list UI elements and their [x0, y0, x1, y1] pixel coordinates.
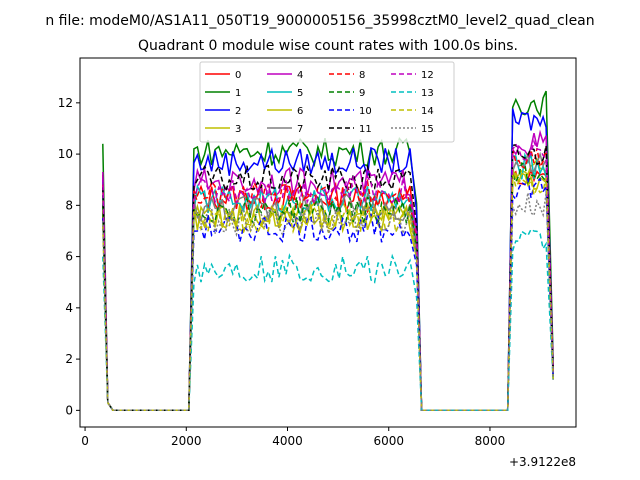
y-tick-label: 12	[58, 96, 73, 110]
y-axis: 0 2 4 6 8 10 12	[58, 96, 80, 417]
legend-label: 13	[421, 88, 434, 99]
y-tick-label: 4	[65, 301, 73, 315]
y-tick-label: 10	[58, 147, 73, 161]
legend-label: 0	[235, 70, 241, 81]
legend-label: 9	[359, 88, 365, 99]
x-tick-label: 0	[81, 434, 89, 448]
legend-label: 14	[421, 106, 434, 117]
series-line-3	[102, 157, 554, 412]
x-axis: 0 2000 4000 6000 8000	[81, 427, 505, 448]
legend-label: 3	[235, 124, 241, 135]
x-tick-label: 8000	[475, 434, 506, 448]
legend-label: 6	[297, 106, 303, 117]
y-tick-label: 8	[65, 198, 73, 212]
series-line-15	[102, 192, 554, 412]
series-line-4	[102, 129, 554, 412]
legend-label: 10	[359, 106, 372, 117]
series-line-13	[102, 228, 554, 412]
x-tick-label: 6000	[373, 434, 404, 448]
legend-box	[199, 61, 455, 143]
y-tick-label: 6	[65, 250, 73, 264]
legend-label: 15	[421, 124, 434, 135]
legend-label: 7	[297, 124, 303, 135]
y-tick-label: 2	[65, 352, 73, 366]
x-tick-label: 4000	[272, 434, 303, 448]
legend-label: 2	[235, 106, 241, 117]
legend-label: 12	[421, 70, 434, 81]
legend-label: 5	[297, 88, 303, 99]
legend-label: 4	[297, 70, 303, 81]
plot-area	[79, 57, 577, 428]
series-line-12	[102, 139, 554, 412]
y-tick-label: 0	[65, 403, 73, 417]
series-line-14	[102, 174, 554, 412]
chart-suptitle: n file: modeM0/AS1A11_050T19_9000005156_…	[45, 13, 594, 29]
legend-label: 11	[359, 124, 372, 135]
series-line-9	[102, 161, 554, 412]
series-layer	[102, 90, 554, 412]
x-axis-offset-label: +3.9122e8	[509, 455, 576, 469]
series-line-11	[102, 143, 554, 412]
chart-title: Quadrant 0 module wise count rates with …	[138, 38, 518, 54]
x-tick-label: 2000	[171, 434, 202, 448]
legend-label: 8	[359, 70, 365, 81]
series-line-10	[102, 176, 554, 412]
legend-label: 1	[235, 88, 241, 99]
axes-frame	[79, 57, 577, 428]
